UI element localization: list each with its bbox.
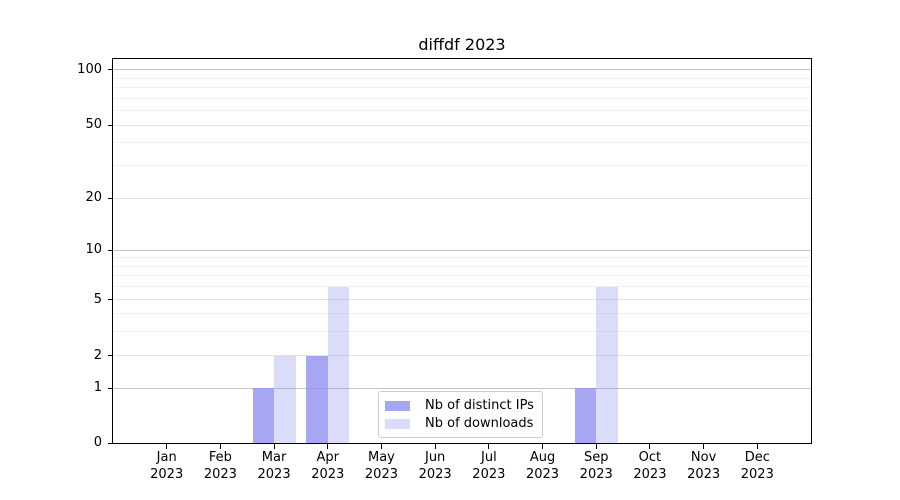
y-gridline-minor (113, 110, 811, 112)
y-gridline-major (113, 197, 811, 199)
x-tick (380, 444, 382, 449)
y-tick-label: 50 (85, 117, 102, 132)
y-tick-label: 20 (85, 190, 102, 205)
y-gridline-minor (113, 330, 811, 332)
x-tick (434, 444, 436, 449)
y-tick-label: 5 (93, 291, 102, 307)
x-tick-label-feb: Feb 2023 (203, 450, 237, 482)
x-tick (327, 444, 329, 449)
x-tick-label-nov: Nov 2023 (687, 450, 721, 482)
x-tick (756, 444, 758, 449)
x-tick-label-aug: Aug 2023 (525, 450, 560, 482)
legend-swatch-distinct-ips (385, 400, 410, 411)
x-tick-label-may: May 2023 (364, 450, 398, 482)
y-tick-label: 1 (93, 380, 102, 395)
y-tick-label: 0 (93, 435, 102, 450)
bar-downloads-sep (596, 286, 618, 443)
x-tick-label-oct: Oct 2023 (633, 450, 667, 482)
x-tick-label-jun: Jun 2023 (418, 450, 452, 482)
x-tick (703, 444, 705, 449)
x-tick (166, 444, 168, 449)
bar-downloads-apr (327, 286, 350, 443)
legend-item-downloads: Nb of downloads (385, 416, 534, 431)
y-gridline-minor (113, 97, 811, 99)
y-gridline-minor (113, 257, 811, 259)
x-tick (542, 444, 544, 449)
bar-distinct-ips-mar (252, 388, 275, 443)
x-tick (273, 444, 275, 449)
y-tick-label: 2 (93, 347, 102, 363)
chart-title: diffdf 2023 (418, 35, 506, 54)
x-tick-label-jan: Jan 2023 (150, 450, 184, 482)
bar-distinct-ips-sep (574, 388, 597, 443)
y-gridline-major (113, 355, 811, 357)
x-tick (595, 444, 597, 449)
legend-label-downloads: Nb of downloads (425, 416, 534, 431)
y-gridline-major (113, 299, 811, 301)
x-tick (649, 444, 651, 449)
legend: Nb of distinct IPs Nb of downloads (378, 391, 543, 438)
plot-area: Nb of distinct IPs Nb of downloads (112, 58, 812, 444)
y-gridline-minor (113, 87, 811, 89)
y-gridline-minor (113, 142, 811, 144)
x-tick-label-sep: Sep 2023 (579, 450, 613, 482)
y-tick-label: 10 (85, 242, 102, 257)
y-gridline-major (113, 124, 811, 126)
y-gridline-major (113, 69, 811, 71)
x-tick-label-jul: Jul 2023 (472, 450, 506, 482)
y-tick-label: 100 (77, 61, 102, 77)
y-gridline-minor (113, 286, 811, 288)
legend-item-distinct-ips: Nb of distinct IPs (385, 398, 534, 413)
y-gridline-major (113, 249, 811, 251)
legend-label-distinct-ips: Nb of distinct IPs (425, 398, 534, 413)
bar-downloads-mar (274, 355, 296, 443)
y-gridline-minor (113, 165, 811, 167)
y-gridline-minor (113, 265, 811, 267)
y-gridline-minor (113, 313, 811, 315)
legend-swatch-downloads (385, 418, 410, 429)
y-gridline-minor (113, 275, 811, 277)
y-gridline-minor (113, 77, 811, 79)
x-tick (219, 444, 221, 449)
x-tick-label-apr: Apr 2023 (311, 450, 345, 482)
y-gridline-major (113, 387, 811, 389)
x-tick-label-dec: Dec 2023 (740, 450, 774, 482)
x-tick (488, 444, 490, 449)
x-tick-label-mar: Mar 2023 (257, 450, 291, 482)
bar-distinct-ips-apr (306, 355, 328, 443)
